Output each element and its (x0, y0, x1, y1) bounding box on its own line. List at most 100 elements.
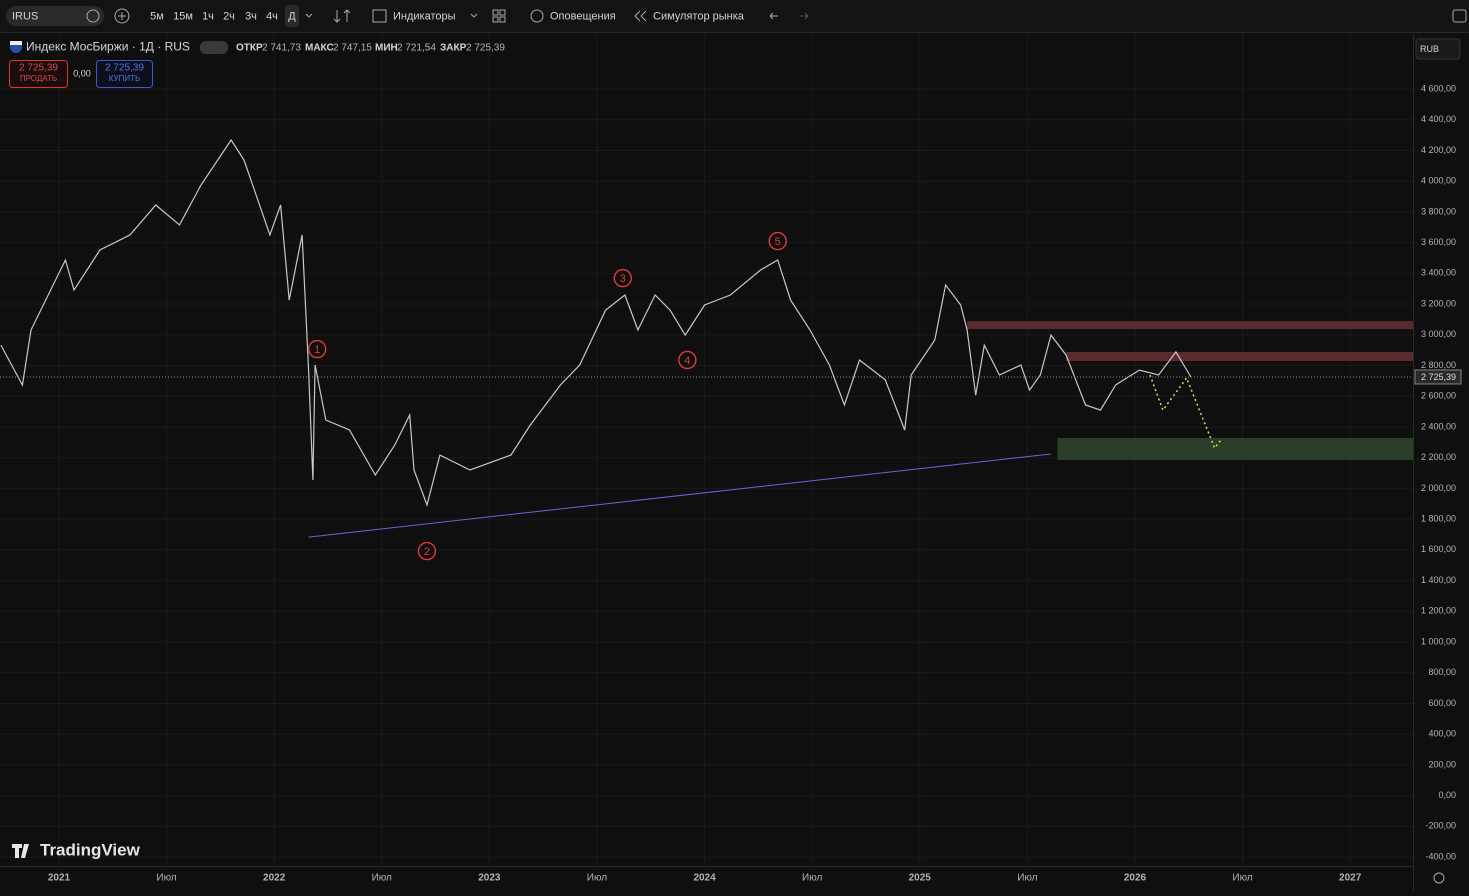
y-tick-label: -400,00 (1425, 851, 1456, 861)
alerts-icon (530, 9, 544, 23)
chart-type-button[interactable] (333, 9, 351, 23)
layout-icon (499, 16, 506, 23)
y-tick-label: 2 400,00 (1421, 421, 1456, 431)
y-tick-label: 1 800,00 (1421, 514, 1456, 524)
ohlc-label: МИН (375, 43, 398, 54)
interval-active[interactable] (285, 5, 299, 27)
flag-icon (10, 41, 22, 45)
interval-button[interactable]: 2ч (223, 10, 235, 22)
indicators-button[interactable]: Индикаторы (393, 10, 456, 22)
sell-label[interactable]: ПРОДАТЬ (20, 74, 57, 83)
sell-button[interactable] (9, 60, 68, 88)
interval-button[interactable]: 3ч (245, 10, 257, 22)
x-tick-label: 2025 (909, 873, 932, 884)
zone (1066, 351, 1413, 362)
y-tick-label: 1 600,00 (1421, 544, 1456, 554)
symbol-icon[interactable] (86, 9, 100, 23)
wave-label: 4 (684, 355, 690, 367)
replay-icon (634, 10, 647, 22)
y-tick-label: 3 200,00 (1421, 298, 1456, 308)
interval-button[interactable]: 5м (150, 10, 164, 22)
y-tick-label: -200,00 (1425, 821, 1456, 831)
wave-marker (678, 350, 697, 370)
y-tick-label: 2 000,00 (1421, 483, 1456, 493)
brand: TradingView (40, 840, 141, 859)
last-price-tag (1414, 369, 1462, 385)
y-tick-label: 1 400,00 (1421, 575, 1456, 585)
ohlc-value: 2 741,73 (262, 43, 301, 54)
zone (1057, 438, 1413, 460)
y-tick-label: 2 600,00 (1421, 391, 1456, 401)
symbol[interactable]: IRUS (12, 10, 38, 22)
price-line (0, 138, 1192, 507)
legend-badge (200, 41, 228, 54)
replay-button[interactable]: Симулятор рынка (653, 10, 745, 22)
wave-marker (308, 339, 327, 359)
layout-icon[interactable] (492, 9, 499, 16)
x-tick-label: 2024 (693, 873, 716, 884)
x-tick-label: 2026 (1124, 873, 1147, 884)
y-tick-label: 2 800,00 (1421, 360, 1456, 370)
layout-icon (492, 16, 499, 23)
buy-label[interactable]: КУПИТЬ (109, 74, 140, 83)
y-tick-label: 3 400,00 (1421, 268, 1456, 278)
drawing-line (308, 453, 1052, 538)
zone (967, 321, 1413, 330)
y-tick-label: 2 200,00 (1421, 452, 1456, 462)
redo-button[interactable] (800, 12, 809, 20)
wave-marker (613, 268, 632, 288)
symbol-search[interactable] (6, 6, 104, 26)
last-price-label: 2 725,39 (1421, 372, 1456, 382)
indicators-dropdown[interactable] (470, 13, 478, 18)
y-tick-label: 3 600,00 (1421, 237, 1456, 247)
y-tick-label: 4 600,00 (1421, 83, 1456, 93)
wave-marker (417, 541, 437, 561)
y-tick-label: 3 000,00 (1421, 329, 1456, 339)
fullscreen-button[interactable] (1452, 9, 1467, 23)
layout-icon (499, 9, 506, 16)
x-tick-label: 2023 (478, 873, 501, 884)
interval-button[interactable]: 1ч (202, 10, 214, 22)
spread: 0,00 (73, 68, 91, 78)
wave-label: 5 (775, 236, 781, 248)
compare-button[interactable] (114, 8, 130, 24)
compare-icon (118, 12, 126, 20)
x-tick-label: Июл (1017, 873, 1037, 884)
buy-button[interactable] (96, 60, 153, 88)
interval-button[interactable]: 15м (173, 10, 193, 22)
y-tick-label: 3 800,00 (1421, 206, 1456, 216)
wave-marker (768, 231, 787, 251)
interval-button[interactable]: Д (288, 10, 296, 22)
x-tick-label: 2027 (1339, 873, 1362, 884)
y-tick-label: 200,00 (1428, 759, 1456, 769)
ohlc-label: ОТКР (236, 43, 263, 54)
alerts-button[interactable]: Оповещения (550, 10, 616, 22)
y-tick-label: 1 200,00 (1421, 606, 1456, 616)
y-tick-label: 0,00 (1438, 790, 1456, 800)
ohlc-value: 2 721,54 (397, 43, 436, 54)
wave-label: 3 (620, 273, 626, 285)
interval-dropdown[interactable] (305, 13, 313, 18)
x-tick-label: Июл (372, 873, 392, 884)
y-tick-label: 4 000,00 (1421, 176, 1456, 186)
x-tick-label: Июл (156, 873, 176, 884)
undo-button[interactable] (769, 12, 778, 20)
ohlc-value: 2 725,39 (466, 43, 505, 54)
x-tick-label: 2022 (263, 873, 286, 884)
y-tick-label: 1 000,00 (1421, 636, 1456, 646)
axis-panel (1413, 34, 1469, 891)
y-tick-label: 400,00 (1428, 729, 1456, 739)
y-tick-label: 4 200,00 (1421, 145, 1456, 155)
buy-price[interactable]: 2 725,39 (105, 63, 144, 74)
currency[interactable]: RUB (1420, 44, 1439, 54)
x-tick-label: 2021 (48, 873, 71, 884)
y-tick-label: 600,00 (1428, 698, 1456, 708)
x-tick-label: Июл (1232, 873, 1252, 884)
toolbar (0, 0, 1469, 32)
drawing-line (1149, 374, 1222, 450)
settings-button[interactable] (1433, 872, 1445, 884)
interval-button[interactable]: 4ч (266, 10, 278, 22)
sell-price[interactable]: 2 725,39 (19, 63, 58, 74)
currency-button[interactable] (1415, 38, 1461, 60)
brand-logo (12, 844, 29, 858)
